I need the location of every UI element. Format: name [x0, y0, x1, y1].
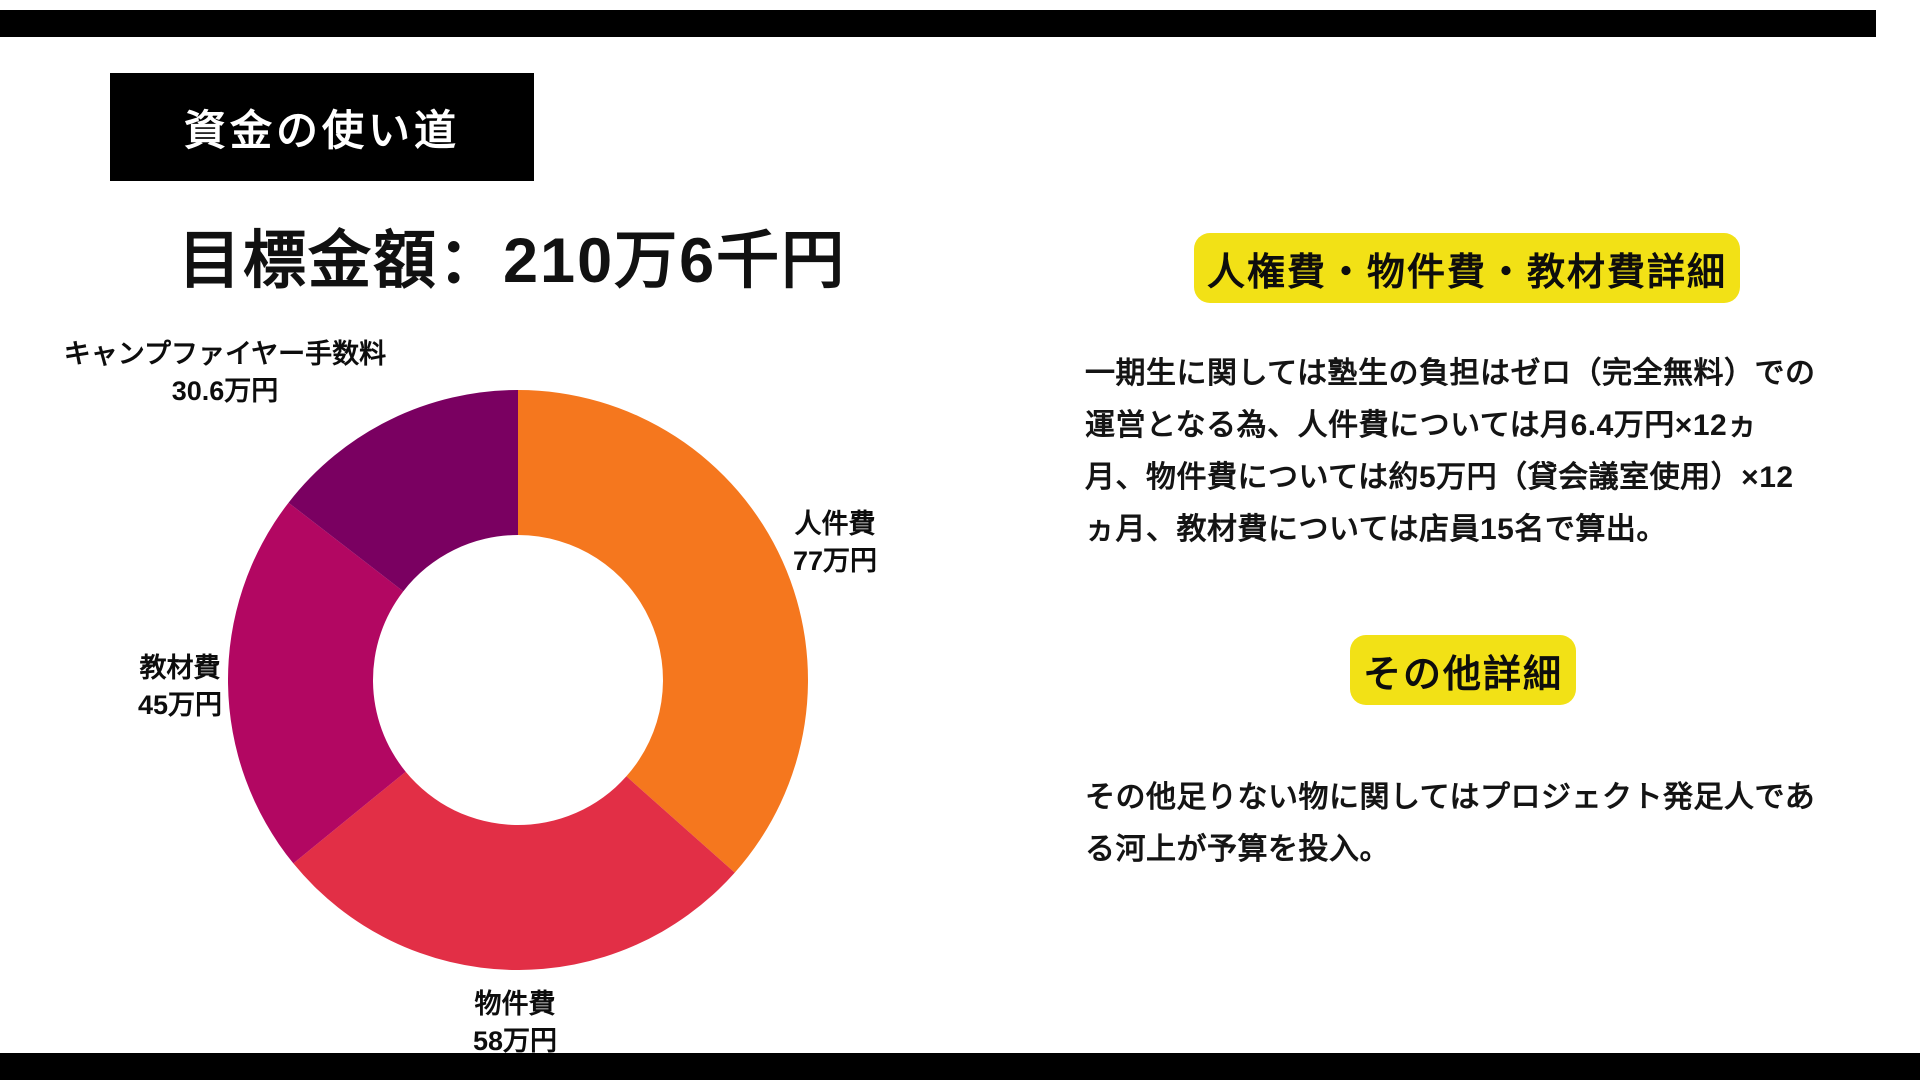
paragraph-line: ヵ月、教材費については店員15名で算出。 [1085, 513, 1667, 546]
paragraph-line: 一期生に関しては塾生の負担はゼロ（完全無料）での [1085, 357, 1816, 390]
page-title: 目標金額：210万6千円 [178, 226, 847, 296]
slice-label-property: 物件費 58万円 [425, 986, 605, 1060]
slice-label-name: 教材費 [139, 653, 221, 683]
paragraph-line: その他足りない物に関してはプロジェクト発足人であ [1085, 781, 1816, 814]
detail-heading-other-label: その他詳細 [1362, 653, 1563, 696]
slice-label-value: 58万円 [472, 1026, 558, 1056]
paragraph-line: 運営となる為、人件費については月6.4万円×12ヵ [1085, 409, 1758, 442]
detail-heading-other: その他詳細 [1350, 635, 1576, 705]
donut-chart-svg [228, 390, 808, 970]
slice-label-materials: 教材費 45万円 [90, 650, 270, 724]
slice-label-name: キャンプファイヤー手数料 [63, 339, 387, 369]
donut-slice-1 [293, 771, 735, 970]
donut-slice-2 [228, 502, 406, 864]
detail-paragraph-other: その他足りない物に関してはプロジェクト発足人であ る河上が予算を投入。 [1085, 772, 1865, 876]
section-badge-label: 資金の使い道 [183, 106, 460, 154]
slice-label-personnel: 人件費 77万円 [745, 506, 925, 580]
slice-label-name: 物件費 [474, 989, 556, 1019]
top-border-bar [0, 10, 1876, 37]
donut-slice-0 [518, 390, 808, 873]
donut-slice-3 [288, 390, 518, 592]
donut-chart [228, 390, 808, 970]
slice-label-value: 45万円 [137, 690, 223, 720]
detail-paragraph-costs: 一期生に関しては塾生の負担はゼロ（完全無料）での 運営となる為、人件費については… [1085, 348, 1865, 556]
slice-label-value: 30.6万円 [171, 376, 279, 406]
slice-label-campfire-fee: キャンプファイヤー手数料 30.6万円 [40, 336, 410, 410]
bottom-border-bar [0, 1053, 1920, 1080]
paragraph-line: 月、物件費については約5万円（貸会議室使用）×12 [1085, 461, 1794, 494]
detail-heading-costs-label: 人権費・物件費・教材費詳細 [1206, 251, 1727, 294]
section-badge: 資金の使い道 [110, 73, 534, 181]
detail-heading-costs: 人権費・物件費・教材費詳細 [1194, 233, 1740, 303]
slice-label-value: 77万円 [792, 546, 878, 576]
slice-label-name: 人件費 [794, 509, 876, 539]
paragraph-line: る河上が予算を投入。 [1085, 833, 1390, 866]
